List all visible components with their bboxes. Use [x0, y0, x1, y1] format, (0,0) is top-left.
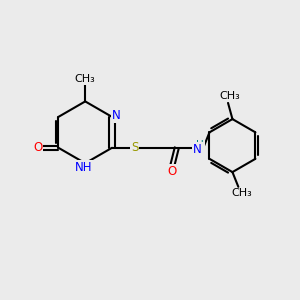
Text: O: O	[33, 141, 43, 154]
Text: CH₃: CH₃	[75, 74, 96, 84]
Text: H: H	[196, 140, 204, 150]
Text: N: N	[193, 143, 202, 156]
Text: CH₃: CH₃	[231, 188, 252, 198]
Text: O: O	[168, 165, 177, 178]
Text: S: S	[131, 141, 138, 154]
Text: N: N	[112, 109, 121, 122]
Text: CH₃: CH₃	[219, 92, 240, 101]
Text: NH: NH	[75, 161, 92, 174]
